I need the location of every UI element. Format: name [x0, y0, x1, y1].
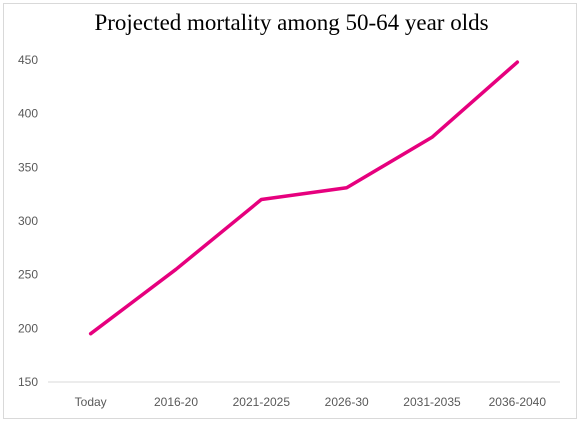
- x-tick-label: 2036-2040: [489, 395, 547, 409]
- y-tick-label: 350: [18, 160, 38, 174]
- x-tick-label: Today: [75, 395, 107, 409]
- y-axis-ticks: 150 200 250 300 350 400 450: [18, 53, 38, 389]
- chart-title: Projected mortality among 50-64 year old…: [94, 10, 489, 35]
- series-line: [88, 60, 520, 336]
- x-tick-label: 2031-2035: [403, 395, 461, 409]
- y-tick-label: 300: [18, 214, 38, 228]
- y-tick-label: 450: [18, 53, 38, 67]
- x-tick-label: 2016-20: [154, 395, 198, 409]
- y-tick-label: 250: [18, 268, 38, 282]
- series-group: [88, 60, 520, 336]
- chart-frame: [3, 3, 577, 419]
- x-axis-ticks: Today 2016-20 2021-2025 2026-30 2031-2035 203…: [75, 395, 547, 409]
- y-tick-label: 200: [18, 321, 38, 335]
- x-tick-label: 2021-2025: [233, 395, 291, 409]
- y-tick-label: 400: [18, 107, 38, 121]
- x-tick-label: 2026-30: [325, 395, 369, 409]
- y-tick-label: 150: [18, 375, 38, 389]
